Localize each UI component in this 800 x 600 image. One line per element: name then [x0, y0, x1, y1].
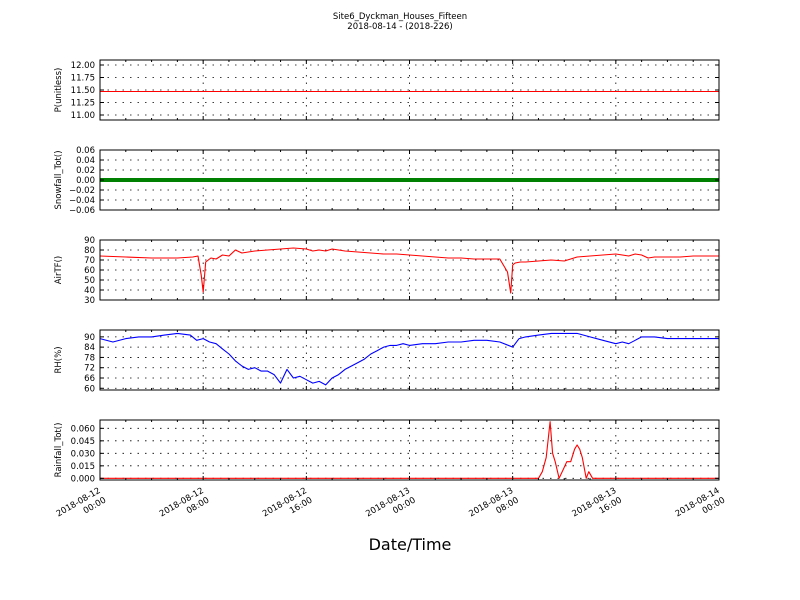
y-tick-label: 0.000	[71, 474, 95, 484]
series-line	[99, 332, 719, 386]
y-axis-label: P(unitless)	[54, 68, 64, 113]
y-tick-label: 72	[84, 364, 95, 374]
x-tick-label: 2018-08-1316:00	[571, 486, 624, 529]
subplot-2: −0.06−0.04−0.020.000.020.040.06 Snowfall_…	[54, 146, 720, 216]
y-tick-label: 40	[84, 286, 95, 296]
x-tick-label: 2018-08-1308:00	[467, 486, 520, 529]
x-axis-label: Date/Time	[369, 535, 452, 554]
y-axis-label: RH(%)	[54, 346, 64, 373]
subplot-1: 11.00 11.25 11.50 11.75 12.00 P(unitless)	[54, 59, 720, 121]
y-tick-label: 0.045	[71, 437, 95, 447]
y-axis-label: Snowfall_Tot()	[54, 150, 64, 209]
y-tick-label: 11.25	[71, 99, 95, 109]
y-tick-label: 0.02	[76, 166, 95, 176]
y-tick-label: 0.060	[71, 424, 95, 434]
y-tick-label: −0.06	[69, 206, 95, 216]
y-tick-label: 60	[84, 384, 95, 394]
x-tick-labels: 2018-08-1200:00 2018-08-1208:00 2018-08-12…	[55, 486, 727, 529]
y-tick-label: 50	[84, 276, 95, 286]
figure-title-line2: 2018-08-14 - (2018-226)	[347, 22, 452, 32]
y-tick-label: 11.50	[71, 86, 95, 96]
y-tick-label: 0.00	[76, 176, 95, 186]
y-tick-label: 30	[84, 296, 95, 306]
y-tick-label: 12.00	[71, 61, 95, 71]
x-tick-label: 2018-08-1216:00	[261, 486, 314, 529]
y-tick-label: 90	[84, 236, 95, 246]
x-tick-label: 2018-08-1200:00	[55, 486, 108, 529]
series-line	[99, 247, 719, 294]
figure-title-line1: Site6_Dyckman_Houses_Fifteen	[333, 12, 467, 22]
series-line	[100, 421, 719, 479]
y-tick-label: 11.00	[71, 111, 95, 121]
x-tick-label: 2018-08-1300:00	[364, 486, 417, 529]
x-tick-label: 2018-08-1400:00	[674, 486, 727, 529]
y-tick-label: 66	[84, 374, 95, 384]
y-tick-label: 80	[84, 246, 95, 256]
y-tick-label: −0.04	[69, 196, 95, 206]
y-axis-label: Rainfall_Tot()	[54, 423, 64, 478]
y-tick-label: 0.06	[76, 146, 95, 156]
y-tick-label: 70	[84, 256, 95, 266]
subplot-5: 0.000 0.015 0.030 0.045 0.060 Rainfall_Tot()	[54, 419, 720, 484]
y-tick-label: 0.04	[76, 156, 95, 166]
y-axis-label: AirTF()	[54, 256, 64, 284]
y-tick-label: 60	[84, 266, 95, 276]
y-tick-label: −0.02	[69, 186, 95, 196]
x-tick-label: 2018-08-1208:00	[158, 486, 211, 529]
y-tick-label: 0.015	[71, 462, 95, 472]
y-tick-label: 0.030	[71, 449, 95, 459]
y-tick-label: 11.75	[71, 74, 95, 84]
y-tick-label: 84	[84, 343, 95, 353]
subplots: 11.00 11.25 11.50 11.75 12.00 P(unitless) −0.0…	[54, 59, 720, 484]
y-tick-label: 90	[84, 333, 95, 343]
y-tick-label: 78	[84, 353, 95, 363]
